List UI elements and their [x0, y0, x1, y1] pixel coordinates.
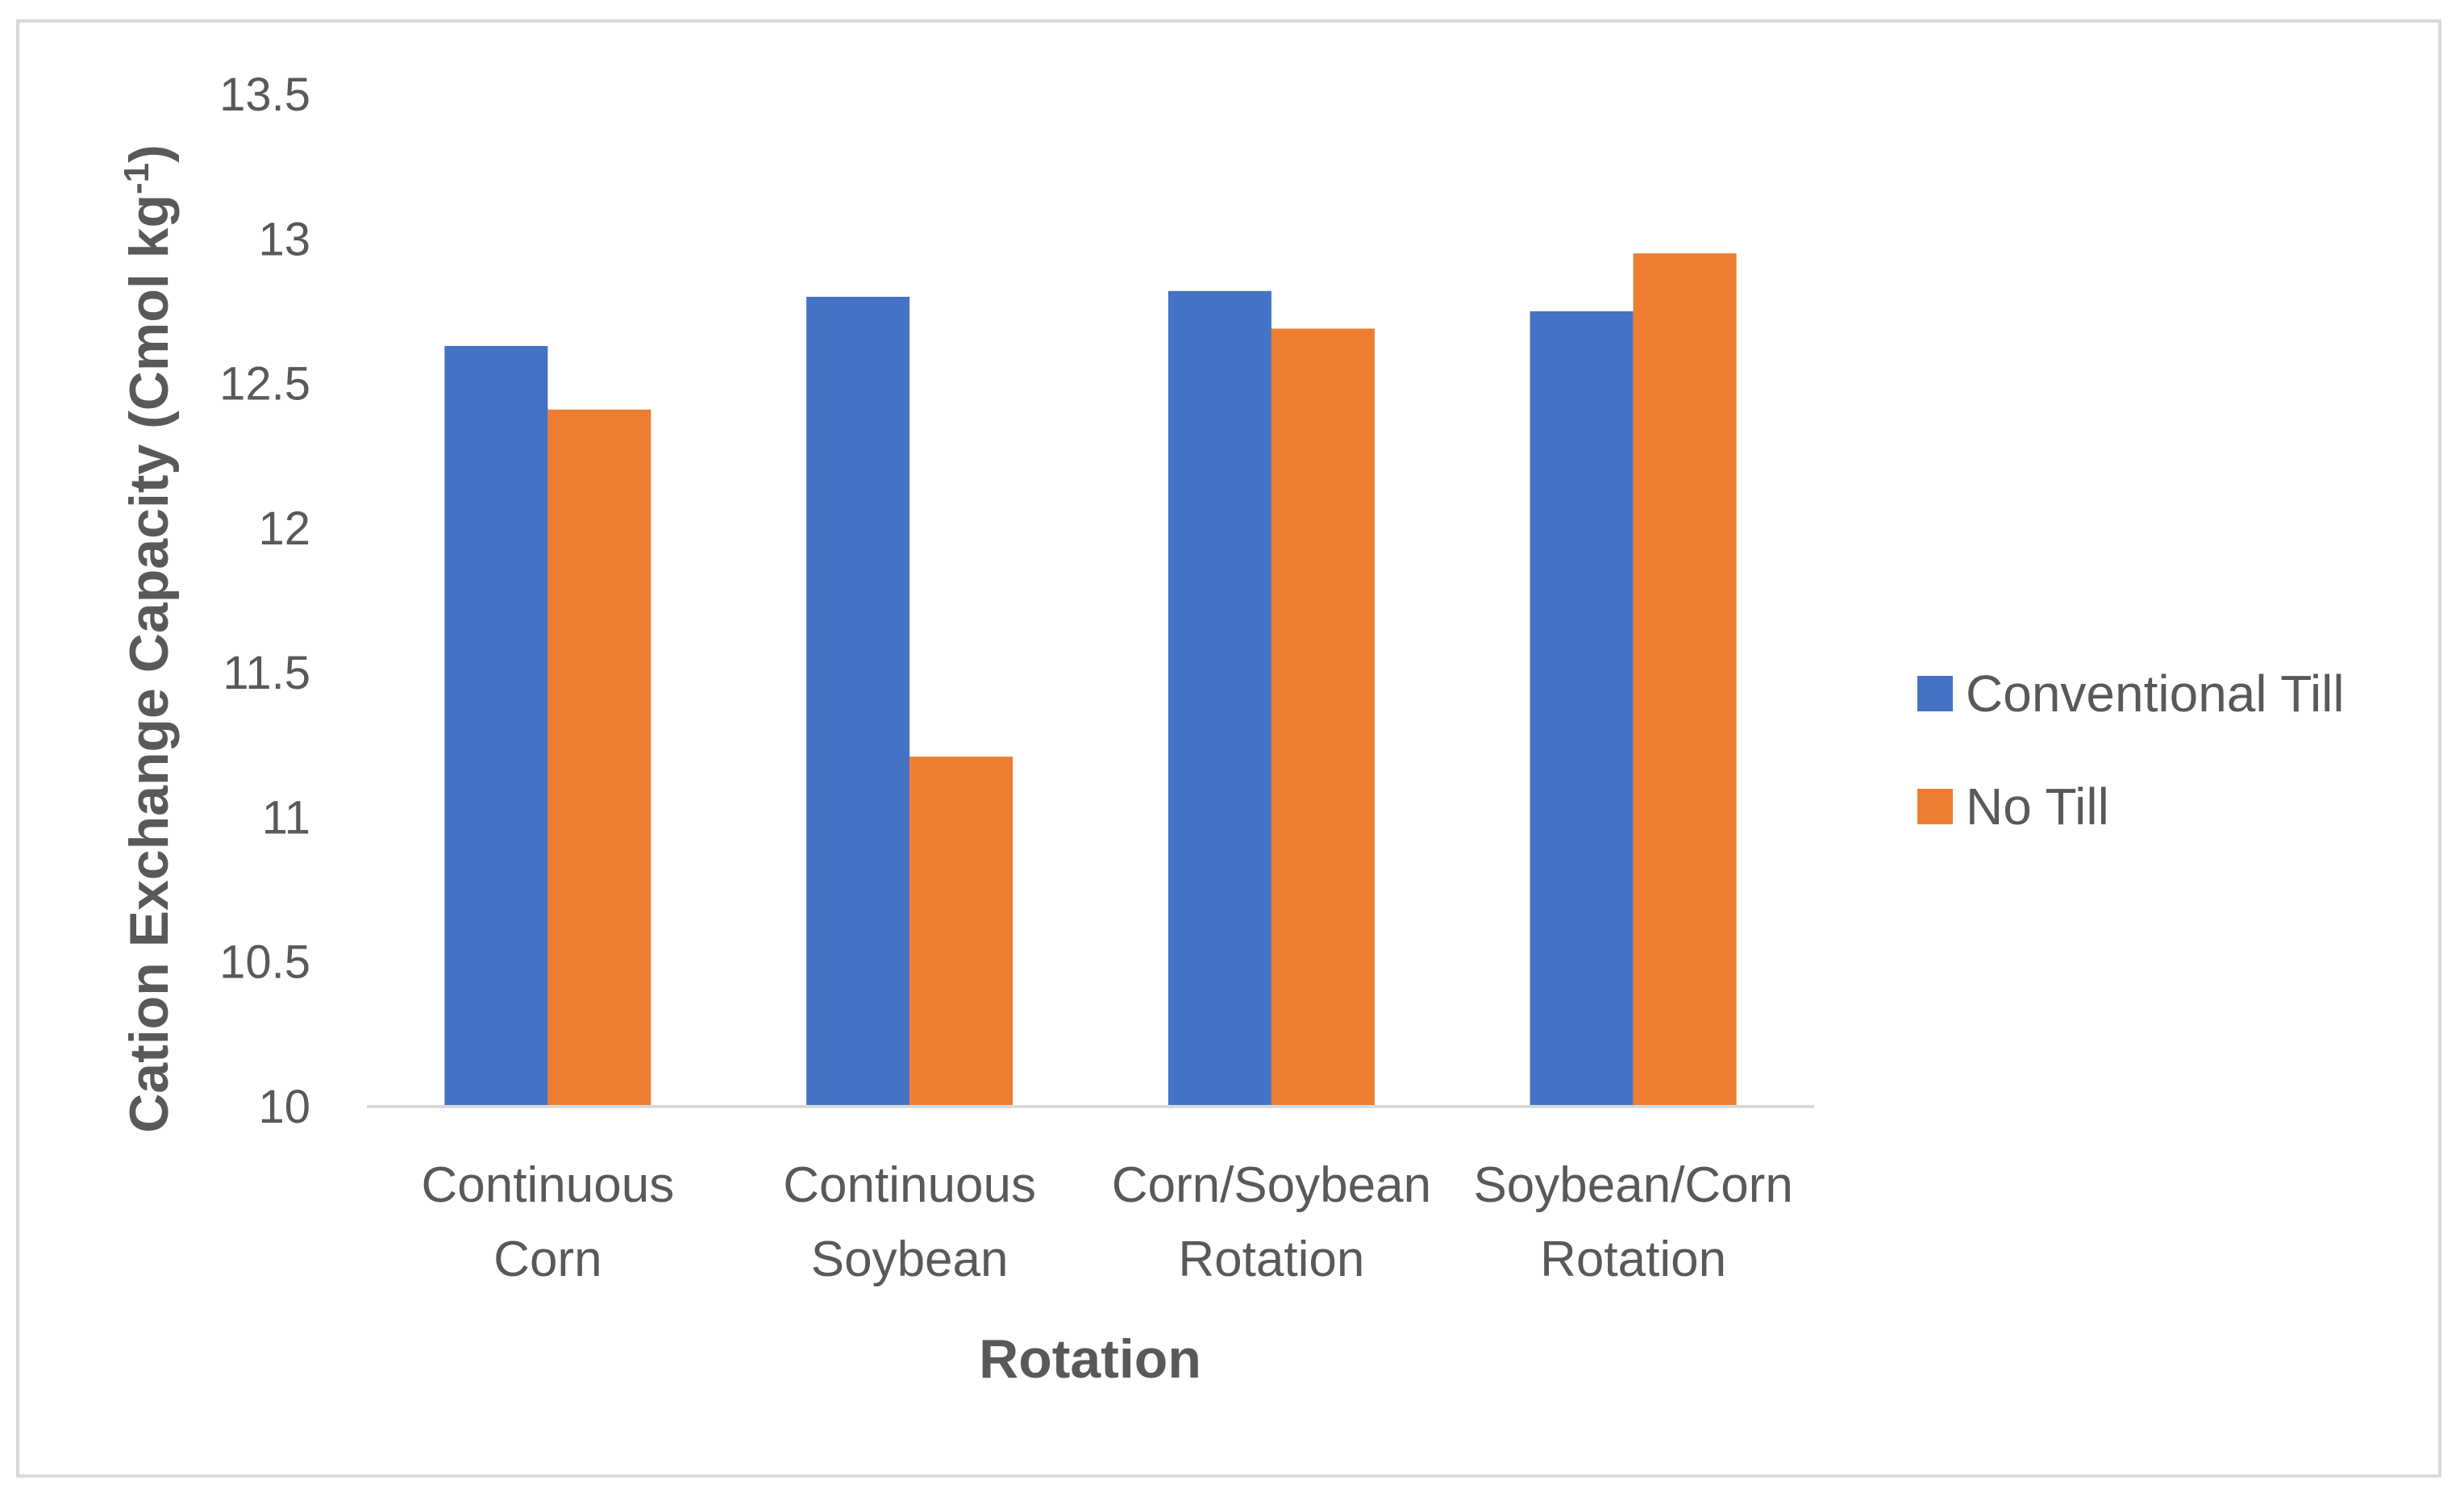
y-axis-title-main: Cation Exchange Capacity (Cmol kg: [119, 194, 180, 1133]
y-tick-label: 12.5: [219, 358, 310, 411]
legend-label: No Till: [1966, 778, 2109, 836]
bar-no-till: [909, 757, 1013, 1107]
y-tick-label: 13.5: [219, 69, 310, 121]
x-category-label: Corn/Soybean: [1112, 1157, 1431, 1213]
x-category-label: Rotation: [1540, 1232, 1726, 1287]
legend-swatch: [1917, 789, 1953, 824]
y-tick-label: 10: [258, 1081, 310, 1133]
bar-no-till: [1633, 253, 1737, 1107]
x-category-label: Soybean: [811, 1232, 1009, 1287]
legend-swatch: [1917, 676, 1953, 711]
x-category-label: Corn: [493, 1232, 601, 1287]
bar-conventional-till: [444, 345, 548, 1107]
y-axis-title-suffix: ): [119, 144, 180, 163]
bar-no-till: [1271, 328, 1375, 1107]
x-category-label: Continuous: [783, 1157, 1036, 1213]
x-category-label: Soybean/Corn: [1473, 1157, 1792, 1213]
y-axis-ticks: 10 10.5 11 11.5 12 12.5 13 13.5: [219, 69, 310, 1133]
bar-no-till: [547, 409, 651, 1107]
x-axis-categories: Continuous Corn Continuous Soybean Corn/Soyb…: [422, 1157, 1793, 1287]
y-tick-label: 11.5: [223, 647, 310, 699]
bar-conventional-till: [806, 297, 910, 1107]
y-tick-label: 12: [258, 502, 310, 555]
bar-conventional-till: [1530, 311, 1634, 1107]
x-axis-title: Rotation: [979, 1328, 1201, 1390]
y-tick-label: 10.5: [219, 936, 310, 989]
y-tick-label: 11: [262, 791, 310, 844]
y-axis-title-superscript: -1: [117, 163, 156, 194]
bar-conventional-till: [1167, 290, 1272, 1107]
x-category-label: Rotation: [1178, 1232, 1364, 1287]
y-tick-label: 13: [258, 213, 310, 265]
x-category-label: Continuous: [422, 1157, 675, 1213]
legend: Conventional Till No Till: [1917, 665, 2345, 836]
y-axis-title: Cation Exchange Capacity (Cmol kg-1): [117, 144, 181, 1133]
legend-label: Conventional Till: [1966, 665, 2345, 723]
bars: [444, 253, 1737, 1107]
